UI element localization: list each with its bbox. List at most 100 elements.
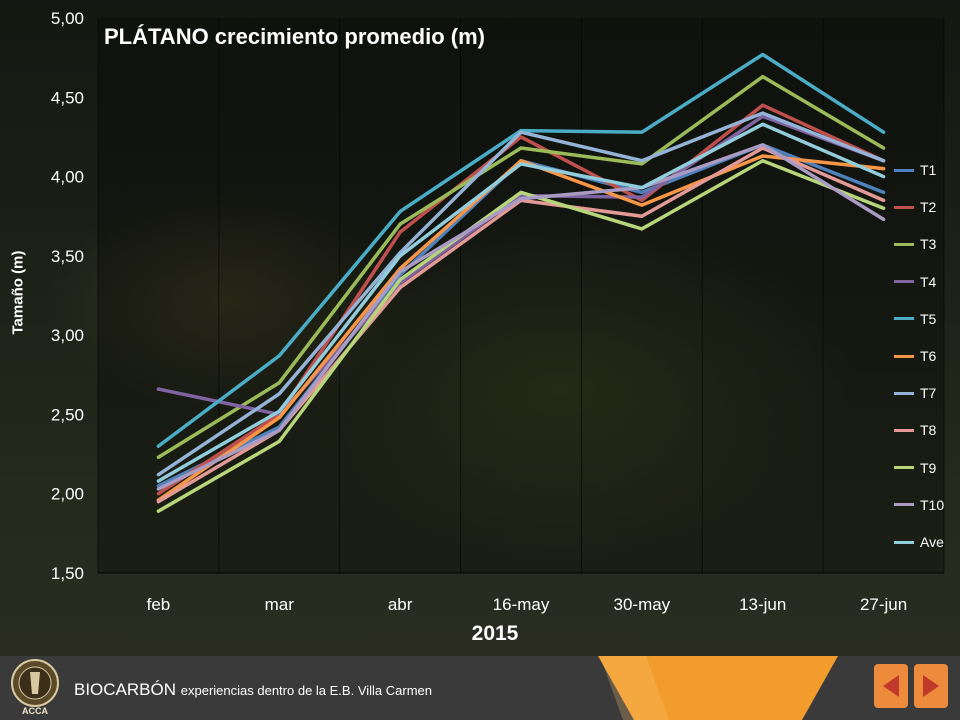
legend-swatch [894,503,914,507]
legend-swatch [894,205,914,209]
data-point-t7 [882,159,886,163]
data-point-t7 [519,130,523,134]
data-point-t10 [761,143,765,147]
x-tick-label: 27-jun [860,595,907,614]
next-slide-button[interactable] [914,664,948,708]
data-point-ave [156,479,160,483]
x-tick-label: abr [388,595,413,614]
data-point-t5 [277,354,281,358]
data-point-ave [519,162,523,166]
data-point-t10 [156,487,160,491]
acca-logo [8,658,62,718]
footer-subtitle: experiencias dentro de la E.B. Villa Car… [180,683,432,698]
data-point-t2 [519,135,523,139]
data-point-t1 [640,190,644,194]
legend-swatch [894,466,914,470]
data-point-t10 [277,428,281,432]
data-point-t4 [640,195,644,199]
chart-title: PLÁTANO crecimiento promedio (m) [104,24,485,49]
background-photo [0,0,960,656]
data-point-t5 [761,52,765,56]
series-line-t5 [156,52,886,448]
legend-label: T2 [920,199,937,216]
legend-item: T3 [894,234,936,254]
legend-swatch [894,317,914,321]
legend-label: T7 [920,385,937,402]
legend-item: T4 [894,272,936,292]
legend-swatch [894,391,914,395]
data-point-t7 [761,111,765,115]
legend-swatch [894,168,914,172]
data-point-t8 [156,500,160,504]
legend-item: Ave [894,532,944,552]
y-tick-label: 3,00 [51,326,84,345]
legend-label: T1 [920,162,937,178]
data-point-t6 [277,416,281,420]
y-tick-label: 2,00 [51,485,84,504]
data-point-t9 [640,227,644,231]
data-point-t5 [156,444,160,448]
data-point-t1 [882,190,886,194]
data-point-t6 [882,167,886,171]
data-point-t4 [761,114,765,118]
data-point-t7 [640,159,644,163]
line-chart: 1,50 2,00 2,50 3,00 3,50 4,00 4,50 5,00 feb mar ab… [51,9,945,614]
data-point-t9 [761,159,765,163]
data-point-t9 [277,439,281,443]
data-point-t10 [882,217,886,221]
arrow-left-icon [883,675,899,697]
x-tick-label: 16-may [493,595,550,614]
legend-label: T4 [920,273,937,290]
data-point-t3 [882,146,886,150]
legend-swatch [894,540,914,544]
legend-label: T8 [920,422,937,439]
legend-swatch [894,242,914,246]
data-point-t3 [156,455,160,459]
data-point-t3 [761,75,765,79]
legend-item: T7 [894,383,936,403]
data-point-t9 [156,509,160,513]
data-point-t6 [761,154,765,158]
logo-text: ACCA [22,706,48,716]
data-point-t5 [882,130,886,134]
data-point-ave [761,122,765,126]
legend-item: T10 [894,495,944,515]
data-point-t10 [519,197,523,201]
chart-plot-area [98,18,944,573]
data-point-ave [640,186,644,190]
legend-item: T2 [894,197,936,217]
data-point-t3 [640,162,644,166]
legend-item: T9 [894,458,936,478]
data-point-t5 [640,130,644,134]
data-point-t2 [156,492,160,496]
legend-item: T5 [894,309,936,329]
legend-label: T3 [920,236,937,253]
data-point-ave [277,409,281,413]
data-point-t2 [761,103,765,107]
data-point-t2 [398,230,402,234]
legend-swatch [894,428,914,432]
data-point-t7 [156,473,160,477]
legend-item: T6 [894,346,936,366]
x-tick-label: 30-may [614,595,671,614]
legend-label: Ave [920,534,944,550]
x-tick-label: feb [147,595,171,614]
data-point-t2 [640,198,644,202]
x-axis-label: 2015 [471,622,519,645]
data-point-t3 [519,146,523,150]
previous-slide-button[interactable] [874,664,908,708]
footer-accent-shape [598,656,838,720]
data-point-t1 [156,484,160,488]
data-point-t3 [398,222,402,226]
legend-label: T9 [920,459,937,476]
legend-swatch [894,354,914,358]
legend-label: T10 [920,496,945,513]
data-point-t8 [398,286,402,290]
y-tick-label: 4,00 [51,168,84,187]
data-point-t9 [519,190,523,194]
legend-item: T8 [894,420,936,440]
y-tick-label: 4,50 [51,88,84,107]
data-point-ave [882,175,886,179]
legend-label: T5 [920,310,937,327]
arrow-right-icon [923,675,939,697]
